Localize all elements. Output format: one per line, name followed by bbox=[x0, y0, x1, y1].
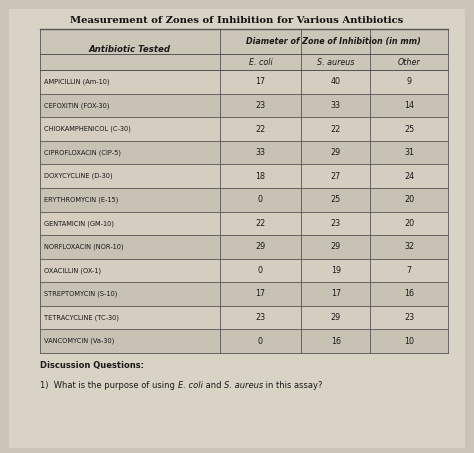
Bar bbox=[40, 29, 448, 353]
Text: 16: 16 bbox=[404, 289, 414, 299]
Text: VANCOMYCIN (Va-30): VANCOMYCIN (Va-30) bbox=[44, 338, 114, 344]
Text: 29: 29 bbox=[255, 242, 265, 251]
Text: 22: 22 bbox=[331, 125, 341, 134]
Text: in this assay?: in this assay? bbox=[263, 381, 323, 390]
Text: S. aureus: S. aureus bbox=[224, 381, 263, 390]
Bar bbox=[40, 306, 448, 329]
Text: 31: 31 bbox=[404, 148, 414, 157]
Text: 25: 25 bbox=[404, 125, 414, 134]
Text: 23: 23 bbox=[255, 101, 265, 110]
Text: CEFOXITIN (FOX-30): CEFOXITIN (FOX-30) bbox=[44, 102, 109, 109]
Bar bbox=[40, 117, 448, 141]
Text: Diameter of Zone of Inhibition (in mm): Diameter of Zone of Inhibition (in mm) bbox=[246, 38, 421, 46]
Text: 32: 32 bbox=[404, 242, 414, 251]
Bar bbox=[40, 235, 448, 259]
Bar bbox=[40, 259, 448, 282]
Text: GENTAMICIN (GM-10): GENTAMICIN (GM-10) bbox=[44, 220, 114, 226]
Text: 23: 23 bbox=[331, 219, 341, 228]
Bar bbox=[40, 282, 448, 306]
Text: 27: 27 bbox=[331, 172, 341, 181]
Text: E. coli: E. coli bbox=[178, 381, 203, 390]
Text: 9: 9 bbox=[407, 77, 412, 87]
Text: E. coli: E. coli bbox=[248, 58, 272, 67]
Text: 33: 33 bbox=[255, 148, 265, 157]
Text: 17: 17 bbox=[255, 77, 265, 87]
Text: Other: Other bbox=[398, 58, 420, 67]
Text: TETRACYCLINE (TC-30): TETRACYCLINE (TC-30) bbox=[44, 314, 119, 321]
Text: Measurement of Zones of Inhibition for Various Antibiotics: Measurement of Zones of Inhibition for V… bbox=[70, 16, 404, 25]
Text: 0: 0 bbox=[258, 266, 263, 275]
Text: 33: 33 bbox=[331, 101, 341, 110]
Text: 0: 0 bbox=[258, 195, 263, 204]
Bar bbox=[40, 212, 448, 235]
Text: STREPTOMYCIN (S-10): STREPTOMYCIN (S-10) bbox=[44, 291, 118, 297]
Text: 23: 23 bbox=[404, 313, 414, 322]
Bar bbox=[40, 164, 448, 188]
Text: 29: 29 bbox=[331, 148, 341, 157]
Text: and: and bbox=[203, 381, 224, 390]
Text: 23: 23 bbox=[255, 313, 265, 322]
Text: ERYTHROMYCIN (E-15): ERYTHROMYCIN (E-15) bbox=[44, 197, 118, 203]
Text: 19: 19 bbox=[331, 266, 341, 275]
Text: CIPROFLOXACIN (CIP-5): CIPROFLOXACIN (CIP-5) bbox=[44, 149, 121, 156]
Text: DOXYCYCLINE (D-30): DOXYCYCLINE (D-30) bbox=[44, 173, 113, 179]
Text: AMPICILLIN (Am-10): AMPICILLIN (Am-10) bbox=[44, 79, 109, 85]
Text: S. aureus: S. aureus bbox=[317, 58, 355, 67]
Text: 10: 10 bbox=[404, 337, 414, 346]
Bar bbox=[40, 188, 448, 212]
Text: 14: 14 bbox=[404, 101, 414, 110]
Text: 29: 29 bbox=[331, 242, 341, 251]
Bar bbox=[40, 29, 448, 54]
Text: 24: 24 bbox=[404, 172, 414, 181]
Text: 7: 7 bbox=[407, 266, 412, 275]
Text: 18: 18 bbox=[255, 172, 265, 181]
Text: NORFLOXACIN (NOR-10): NORFLOXACIN (NOR-10) bbox=[44, 244, 124, 250]
FancyBboxPatch shape bbox=[9, 9, 465, 448]
Bar bbox=[40, 70, 448, 94]
Text: 0: 0 bbox=[258, 337, 263, 346]
Text: Discussion Questions:: Discussion Questions: bbox=[40, 361, 144, 370]
Text: 16: 16 bbox=[331, 337, 341, 346]
Text: 20: 20 bbox=[404, 195, 414, 204]
Bar bbox=[40, 329, 448, 353]
Text: 17: 17 bbox=[255, 289, 265, 299]
Bar bbox=[40, 94, 448, 117]
Text: 17: 17 bbox=[331, 289, 341, 299]
Text: 40: 40 bbox=[331, 77, 341, 87]
Text: OXACILLIN (OX-1): OXACILLIN (OX-1) bbox=[44, 267, 101, 274]
Text: 25: 25 bbox=[331, 195, 341, 204]
Bar bbox=[40, 54, 448, 70]
Text: CHIOKAMPHENICOL (C-30): CHIOKAMPHENICOL (C-30) bbox=[44, 126, 131, 132]
Text: 1)  What is the purpose of using: 1) What is the purpose of using bbox=[40, 381, 178, 390]
Text: Antibiotic Tested: Antibiotic Tested bbox=[89, 45, 171, 54]
Text: 22: 22 bbox=[255, 219, 265, 228]
Text: 29: 29 bbox=[331, 313, 341, 322]
Text: 22: 22 bbox=[255, 125, 265, 134]
Bar bbox=[40, 141, 448, 164]
Text: 20: 20 bbox=[404, 219, 414, 228]
